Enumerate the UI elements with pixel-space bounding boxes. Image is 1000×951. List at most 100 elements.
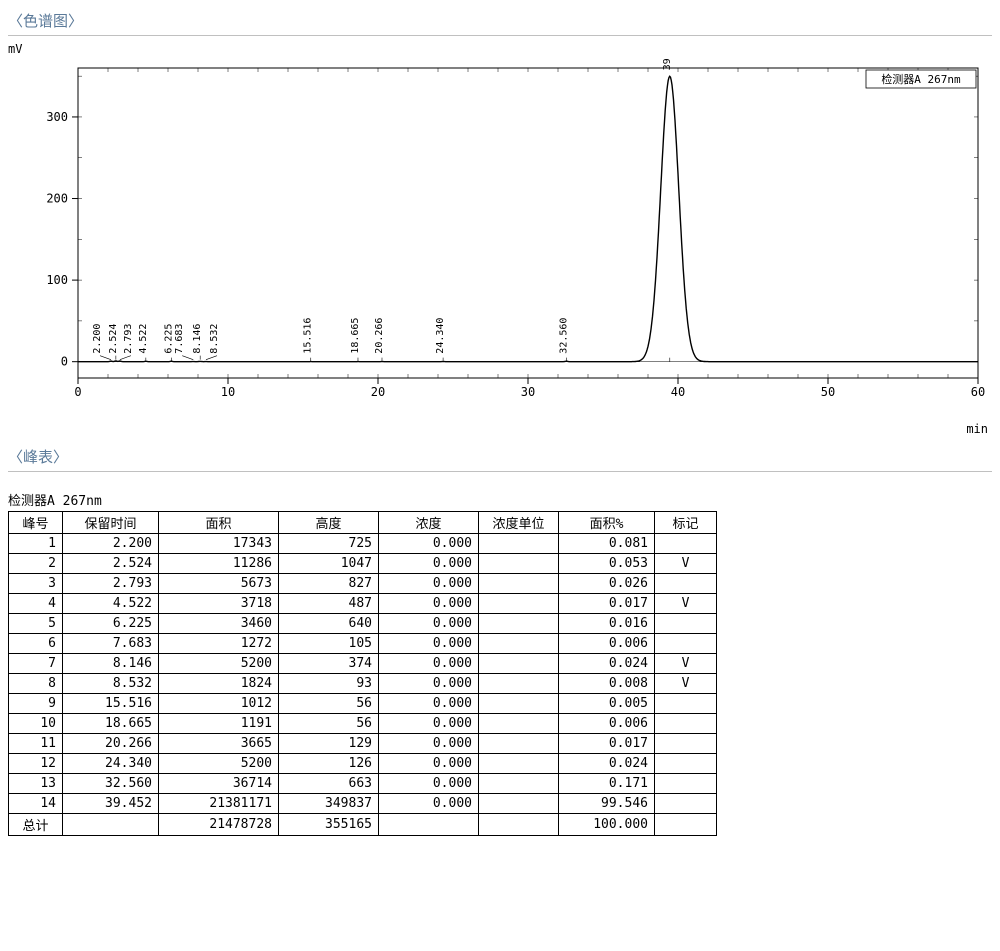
svg-text:39.452: 39.452 [662, 58, 673, 70]
table-cell: 36714 [159, 774, 279, 794]
svg-text:2.200: 2.200 [92, 324, 103, 354]
table-cell: 7.683 [63, 634, 159, 654]
table-cell: 1047 [279, 554, 379, 574]
table-cell [479, 714, 559, 734]
svg-text:8.532: 8.532 [209, 324, 220, 354]
peak-table-title: 〈峰表〉 [8, 446, 992, 467]
table-cell [379, 814, 479, 836]
table-cell: 0.053 [559, 554, 655, 574]
table-cell: 18.665 [63, 714, 159, 734]
table-cell: 0.000 [379, 794, 479, 814]
table-cell [655, 794, 717, 814]
table-cell: 0.000 [379, 654, 479, 674]
table-cell: 0.000 [379, 734, 479, 754]
table-cell: 126 [279, 754, 379, 774]
table-cell: 0.026 [559, 574, 655, 594]
table-cell: 99.546 [559, 794, 655, 814]
svg-text:7.683: 7.683 [174, 324, 185, 354]
table-cell: 0.000 [379, 694, 479, 714]
detector-label: 检测器A 267nm [8, 490, 992, 509]
table-cell: 3665 [159, 734, 279, 754]
table-cell: 39.452 [63, 794, 159, 814]
table-cell [655, 574, 717, 594]
table-cell: 355165 [279, 814, 379, 836]
table-cell: 2.200 [63, 534, 159, 554]
table-cell: 14 [9, 794, 63, 814]
svg-text:24.340: 24.340 [435, 318, 446, 354]
table-cell [479, 534, 559, 554]
table-cell: 93 [279, 674, 379, 694]
svg-text:10: 10 [221, 385, 235, 399]
table-cell: 2 [9, 554, 63, 574]
svg-text:2.524: 2.524 [108, 324, 119, 354]
table-total-row: 总计21478728355165100.000 [9, 814, 717, 836]
table-cell [479, 574, 559, 594]
table-cell: 0.000 [379, 714, 479, 734]
table-cell: 5 [9, 614, 63, 634]
table-cell [479, 554, 559, 574]
table-cell: 0.000 [379, 534, 479, 554]
table-row: 12.200173437250.0000.081 [9, 534, 717, 554]
svg-text:100: 100 [46, 273, 68, 287]
table-cell: 1272 [159, 634, 279, 654]
table-row: 32.79356738270.0000.026 [9, 574, 717, 594]
table-cell: 9 [9, 694, 63, 714]
svg-text:18.665: 18.665 [350, 318, 361, 354]
table-cell: 0.000 [379, 614, 479, 634]
svg-text:20.266: 20.266 [374, 318, 385, 354]
table-cell: 17343 [159, 534, 279, 554]
table-cell [655, 714, 717, 734]
table-cell: 0.081 [559, 534, 655, 554]
y-axis-unit: mV [8, 42, 992, 56]
divider [8, 35, 992, 36]
table-cell: 1191 [159, 714, 279, 734]
x-axis-unit: min [966, 422, 988, 436]
svg-text:50: 50 [821, 385, 835, 399]
table-cell: 21381171 [159, 794, 279, 814]
table-cell: 56 [279, 694, 379, 714]
table-cell: 4.522 [63, 594, 159, 614]
table-cell [479, 814, 559, 836]
chromatogram-title: 〈色谱图〉 [8, 10, 992, 31]
table-row: 1224.34052001260.0000.024 [9, 754, 717, 774]
table-cell: 6 [9, 634, 63, 654]
table-cell: 827 [279, 574, 379, 594]
table-cell: 0.016 [559, 614, 655, 634]
divider [8, 471, 992, 472]
table-row: 22.5241128610470.0000.053V [9, 554, 717, 574]
table-row: 44.52237184870.0000.017V [9, 594, 717, 614]
svg-text:40: 40 [671, 385, 685, 399]
svg-text:200: 200 [46, 192, 68, 206]
table-cell: 100.000 [559, 814, 655, 836]
table-cell [479, 754, 559, 774]
svg-text:300: 300 [46, 110, 68, 124]
table-cell: 0.008 [559, 674, 655, 694]
peak-table: 峰号保留时间面积高度浓度浓度单位面积%标记12.200173437250.000… [8, 511, 717, 836]
table-row: 1018.6651191560.0000.006 [9, 714, 717, 734]
table-cell [479, 594, 559, 614]
table-cell: 0.000 [379, 574, 479, 594]
table-cell: 663 [279, 774, 379, 794]
table-cell [655, 814, 717, 836]
table-cell: 1824 [159, 674, 279, 694]
table-row: 78.14652003740.0000.024V [9, 654, 717, 674]
table-cell: 5673 [159, 574, 279, 594]
table-cell: 2.524 [63, 554, 159, 574]
table-cell: V [655, 654, 717, 674]
table-cell: 3 [9, 574, 63, 594]
table-cell: 0.024 [559, 654, 655, 674]
table-cell: 13 [9, 774, 63, 794]
table-cell: 374 [279, 654, 379, 674]
table-cell: 15.516 [63, 694, 159, 714]
table-cell: 129 [279, 734, 379, 754]
table-cell: 0.000 [379, 594, 479, 614]
table-cell: 6.225 [63, 614, 159, 634]
table-cell: 8.532 [63, 674, 159, 694]
table-cell: 7 [9, 654, 63, 674]
svg-text:32.560: 32.560 [558, 318, 569, 354]
table-cell [479, 614, 559, 634]
svg-text:60: 60 [971, 385, 985, 399]
table-cell [655, 614, 717, 634]
table-cell [479, 694, 559, 714]
table-cell: 4 [9, 594, 63, 614]
